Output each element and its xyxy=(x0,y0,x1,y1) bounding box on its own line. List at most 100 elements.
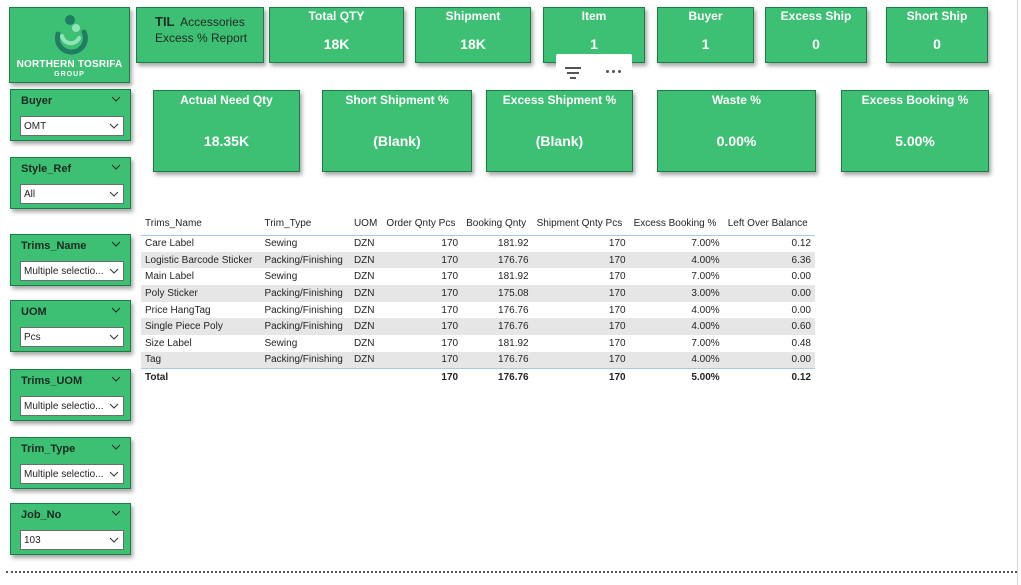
table-cell: 170 xyxy=(382,251,463,269)
kpi-card-short-ship[interactable]: Short Ship 0 xyxy=(886,7,988,63)
table-row[interactable]: Poly Sticker Packing/Finishing DZN 170 175.0… xyxy=(141,285,815,302)
slicer-dropdown[interactable]: All xyxy=(20,184,124,204)
slicer-style-ref[interactable]: Style_Ref All xyxy=(10,157,131,209)
slicer-trim-type[interactable]: Trim_Type Multiple selectio... xyxy=(10,437,131,489)
table-row[interactable]: Price HangTag Packing/Finishing DZN 170 176.… xyxy=(141,302,815,319)
kpi-label: Buyer xyxy=(688,9,723,23)
kpi-card-shipment[interactable]: Shipment 18K xyxy=(415,7,531,63)
slicer-trims-uom[interactable]: Trims_UOM Multiple selectio... xyxy=(10,369,131,421)
more-options-icon[interactable] xyxy=(598,58,628,84)
kpi-card-buyer[interactable]: Buyer 1 xyxy=(657,7,754,63)
table-cell: 170 xyxy=(441,304,459,316)
kpi-label: Item xyxy=(581,9,607,23)
kpi-card-waste-pct[interactable]: Waste % 0.00% xyxy=(657,90,816,172)
kpi-value: 0 xyxy=(933,36,941,52)
table-cell: 0.00 xyxy=(791,304,811,316)
chevron-down-icon xyxy=(109,403,119,409)
kpi-value: 1 xyxy=(701,36,710,52)
kpi-label: Total QTY xyxy=(308,9,365,23)
table-total-cell xyxy=(260,368,350,387)
slicer-dropdown[interactable]: Pcs xyxy=(20,327,124,347)
table-cell: DZN xyxy=(349,251,383,269)
company-logo-tile: NORTHERN TOSRIFA GROUP xyxy=(9,7,130,83)
table-cell: 170 xyxy=(441,238,459,250)
table-row[interactable]: Size Label Sewing DZN 170 181.92 170 7.00% 0.48 xyxy=(141,335,815,352)
column-header[interactable]: Order Qnty Pcs xyxy=(382,212,463,236)
column-header[interactable]: UOM xyxy=(349,212,383,236)
table-cell: 176.76 xyxy=(462,351,533,369)
slicer-trims-name[interactable]: Trims_Name Multiple selectio... xyxy=(10,234,131,286)
column-header[interactable]: Left Over Balance xyxy=(723,212,815,236)
kpi-label: Excess Ship xyxy=(780,9,852,23)
table-cell: 0.00 xyxy=(723,285,815,302)
column-header[interactable]: Booking Qnty xyxy=(462,212,533,236)
slicer-title: Trims_Name xyxy=(21,240,87,252)
table-cell: DZN xyxy=(353,304,375,316)
slicer-dropdown[interactable]: OMT xyxy=(20,116,124,136)
kpi-value: (Blank) xyxy=(535,133,584,149)
table-row[interactable]: Main Label Sewing DZN 170 181.92 170 7.00% 0.00 xyxy=(141,268,815,285)
slicer-title: Trim_Type xyxy=(21,443,76,455)
slicer-uom[interactable]: UOM Pcs xyxy=(10,300,131,352)
report-title-prefix: TIL xyxy=(155,14,175,29)
table-cell: 6.36 xyxy=(723,251,815,269)
chevron-down-icon xyxy=(109,537,119,543)
table-row[interactable]: Care Label Sewing DZN 170 181.92 170 7.00% 0.12 xyxy=(141,235,815,252)
table-cell: 170 xyxy=(382,318,463,336)
slicer-dropdown[interactable]: Multiple selectio... xyxy=(20,464,124,484)
kpi-card-excess-ship[interactable]: Excess Ship 0 xyxy=(765,7,867,63)
table-cell: DZN xyxy=(349,285,383,302)
slicer-buyer[interactable]: Buyer OMT xyxy=(10,89,131,141)
kpi-card-total-qty[interactable]: Total QTY 18K xyxy=(269,7,404,63)
slicer-dropdown[interactable]: Multiple selectio... xyxy=(20,396,124,416)
trims-table: Trims_Name Trim_Type UOM Order Qnty Pcs … xyxy=(141,212,815,387)
slicer-dropdown[interactable]: 103 xyxy=(20,530,124,550)
kpi-label: Waste % xyxy=(712,93,761,107)
column-header[interactable]: Trim_Type xyxy=(260,212,350,236)
table-cell: 0.48 xyxy=(791,337,811,349)
table-cell: Care Label xyxy=(145,238,194,250)
kpi-card-actual-need-qty[interactable]: Actual Need Qty 18.35K xyxy=(153,90,300,172)
company-group-label: GROUP xyxy=(54,71,85,78)
column-header[interactable]: Excess Booking % xyxy=(629,212,724,236)
visual-header xyxy=(556,54,632,88)
table-cell: 170 xyxy=(608,304,626,316)
chevron-down-icon xyxy=(109,471,119,477)
table-cell: 0.12 xyxy=(791,238,811,250)
table-total-cell: Total xyxy=(141,368,261,387)
slicer-selected-value: Multiple selectio... xyxy=(24,469,104,480)
table-cell: 170 xyxy=(382,285,463,302)
slicer-job-no[interactable]: Job_No 103 xyxy=(10,503,131,555)
table-cell: 7.00% xyxy=(691,238,720,250)
table-row[interactable]: Logistic Barcode Sticker Packing/Finishin… xyxy=(141,251,815,269)
kpi-card-item[interactable]: Item 1 xyxy=(543,7,645,63)
table-total-cell: 170 xyxy=(382,368,463,387)
kpi-value: 0 xyxy=(812,36,820,52)
table-row[interactable]: Single Piece Poly Packing/Finishing DZN 170… xyxy=(141,318,815,336)
table-cell: Packing/Finishing xyxy=(260,318,350,336)
filter-icon[interactable] xyxy=(558,58,588,84)
kpi-label: Short Shipment % xyxy=(345,93,449,107)
kpi-card-short-shipment-pct[interactable]: Short Shipment % (Blank) xyxy=(322,90,472,172)
table-cell: 4.00% xyxy=(691,304,720,316)
kpi-label: Excess Shipment % xyxy=(502,93,617,107)
kpi-card-excess-booking-pct[interactable]: Excess Booking % 5.00% xyxy=(841,90,989,172)
chevron-down-icon[interactable] xyxy=(111,306,121,314)
company-logo-icon xyxy=(54,15,88,55)
slicer-dropdown[interactable]: Multiple selectio... xyxy=(20,261,124,281)
chevron-down-icon[interactable] xyxy=(111,95,121,103)
chevron-down-icon[interactable] xyxy=(111,443,121,451)
chevron-down-icon[interactable] xyxy=(111,375,121,383)
kpi-card-excess-shipment-pct[interactable]: Excess Shipment % (Blank) xyxy=(486,90,633,172)
slicer-selected-value: Multiple selectio... xyxy=(24,401,104,412)
report-title-line1: Accessories xyxy=(180,15,245,29)
table-total-cell: 0.12 xyxy=(723,368,815,387)
table-row[interactable]: Tag Packing/Finishing DZN 170 176.76 170 4.00%… xyxy=(141,351,815,369)
chevron-down-icon[interactable] xyxy=(111,163,121,171)
chevron-down-icon[interactable] xyxy=(111,240,121,248)
chevron-down-icon[interactable] xyxy=(111,509,121,517)
column-header[interactable]: Shipment Qnty Pcs xyxy=(532,212,630,236)
kpi-label: Excess Booking % xyxy=(861,93,969,107)
table-cell: Sewing xyxy=(264,271,298,283)
column-header[interactable]: Trims_Name xyxy=(141,212,261,236)
